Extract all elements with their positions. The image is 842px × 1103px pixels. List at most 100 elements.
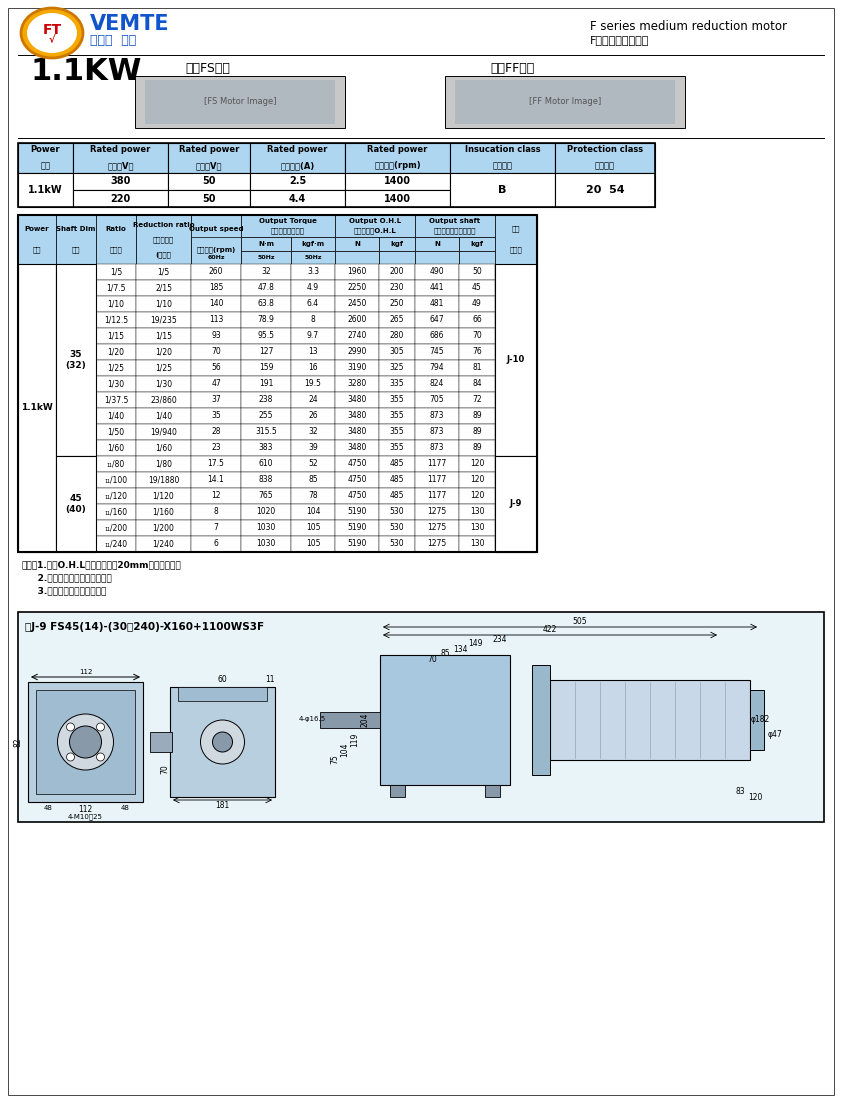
- Text: 1/240: 1/240: [152, 539, 174, 548]
- Text: 745: 745: [429, 347, 445, 356]
- Text: 1030: 1030: [256, 524, 275, 533]
- Circle shape: [200, 720, 244, 764]
- Bar: [241, 472, 291, 488]
- Text: 47: 47: [211, 379, 221, 388]
- Text: [FS Motor Image]: [FS Motor Image]: [204, 97, 276, 107]
- Text: 1/5: 1/5: [157, 268, 169, 277]
- Text: 額定轉速(rpm): 額定轉速(rpm): [374, 161, 421, 171]
- Text: 83: 83: [735, 788, 745, 796]
- Text: 2740: 2740: [347, 332, 366, 341]
- Bar: [335, 392, 379, 408]
- Bar: [335, 215, 415, 237]
- Bar: [345, 173, 450, 190]
- Text: 中實FF系列: 中實FF系列: [490, 63, 535, 75]
- Bar: [178, 687, 267, 702]
- Text: 35
(32): 35 (32): [66, 351, 87, 370]
- Bar: [291, 360, 335, 376]
- Bar: [459, 440, 495, 456]
- Bar: [459, 251, 495, 264]
- Text: 76: 76: [472, 347, 482, 356]
- Text: Rated power: Rated power: [179, 146, 239, 154]
- Text: 48: 48: [44, 805, 52, 811]
- Text: 12: 12: [211, 492, 221, 501]
- Text: 873: 873: [429, 428, 445, 437]
- Bar: [335, 424, 379, 440]
- Text: 35: 35: [211, 411, 221, 420]
- Bar: [291, 392, 335, 408]
- Bar: [136, 536, 191, 552]
- Text: 250: 250: [390, 300, 404, 309]
- Bar: [73, 143, 168, 173]
- Text: 3480: 3480: [347, 396, 366, 405]
- Bar: [291, 520, 335, 536]
- Text: 輸出轉速(rpm): 輸出轉速(rpm): [196, 247, 236, 254]
- Text: 112: 112: [78, 805, 93, 814]
- Bar: [136, 264, 191, 280]
- Text: 140: 140: [209, 300, 223, 309]
- Bar: [291, 312, 335, 328]
- Bar: [241, 344, 291, 360]
- Text: φ47: φ47: [768, 730, 782, 739]
- Bar: [459, 312, 495, 328]
- Bar: [18, 215, 56, 264]
- Bar: [241, 251, 291, 264]
- Text: 765: 765: [258, 492, 274, 501]
- Bar: [96, 456, 136, 472]
- Text: 1/30: 1/30: [108, 379, 125, 388]
- Text: 50Hz: 50Hz: [304, 255, 322, 260]
- Text: 3190: 3190: [347, 364, 366, 373]
- Bar: [459, 504, 495, 520]
- Text: 47.8: 47.8: [258, 283, 274, 292]
- Text: 490: 490: [429, 268, 445, 277]
- Text: 1/80: 1/80: [155, 460, 172, 469]
- Bar: [136, 280, 191, 296]
- Text: 4750: 4750: [347, 475, 367, 484]
- Bar: [191, 456, 241, 472]
- Text: 127: 127: [258, 347, 273, 356]
- Bar: [380, 654, 510, 784]
- Bar: [379, 392, 415, 408]
- Text: 705: 705: [429, 396, 445, 405]
- Bar: [291, 488, 335, 504]
- Text: 輸出軸容許O.H.L: 輸出軸容許O.H.L: [354, 227, 397, 234]
- Bar: [415, 344, 459, 360]
- Text: 48: 48: [120, 805, 130, 811]
- Text: 70: 70: [161, 764, 169, 774]
- Bar: [136, 472, 191, 488]
- Text: 1/37.5: 1/37.5: [104, 396, 128, 405]
- Text: kgf: kgf: [391, 240, 403, 247]
- Text: 4-M10深25: 4-M10深25: [68, 814, 103, 821]
- Text: 1177: 1177: [428, 492, 446, 501]
- Text: 355: 355: [390, 396, 404, 405]
- Text: 70: 70: [427, 655, 437, 664]
- Text: N: N: [354, 240, 360, 247]
- Bar: [415, 424, 459, 440]
- Text: 5190: 5190: [347, 539, 366, 548]
- Text: 130: 130: [470, 524, 484, 533]
- Bar: [291, 536, 335, 552]
- Bar: [291, 504, 335, 520]
- Bar: [18, 612, 824, 822]
- Bar: [459, 408, 495, 424]
- Text: 50Hz: 50Hz: [258, 255, 274, 260]
- Text: 4-φ16.5: 4-φ16.5: [298, 717, 326, 722]
- Ellipse shape: [21, 8, 83, 58]
- Bar: [56, 456, 96, 552]
- Text: 1400: 1400: [384, 193, 411, 203]
- Text: φ182: φ182: [750, 715, 770, 724]
- Text: 530: 530: [390, 507, 404, 516]
- Bar: [96, 280, 136, 296]
- Bar: [241, 280, 291, 296]
- Text: F系列中型減速電機: F系列中型減速電機: [590, 35, 649, 45]
- Bar: [459, 344, 495, 360]
- Bar: [379, 237, 415, 251]
- Bar: [291, 237, 335, 251]
- Bar: [136, 456, 191, 472]
- Bar: [241, 520, 291, 536]
- Text: 45
(40): 45 (40): [66, 494, 87, 514]
- Bar: [459, 392, 495, 408]
- Text: 16: 16: [308, 364, 317, 373]
- Text: 485: 485: [390, 492, 404, 501]
- Text: 380: 380: [110, 176, 131, 186]
- Text: 220: 220: [110, 193, 131, 203]
